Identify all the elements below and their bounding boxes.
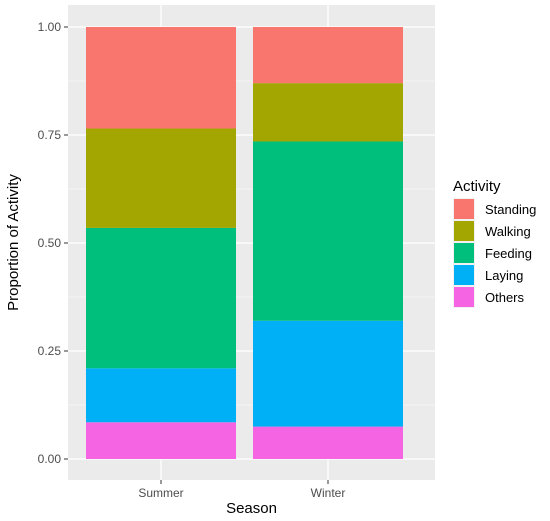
x-axis: Summer Winter: [138, 480, 345, 500]
y-axis-title: Proportion of Activity: [5, 174, 22, 311]
y-axis: 0.00 0.25 0.50 0.75 1.00: [38, 20, 68, 466]
y-tick-label: 0.75: [38, 128, 62, 142]
y-tick-label: 0.50: [38, 236, 62, 250]
y-tick-label: 0.25: [38, 344, 62, 358]
bar-winter-others: [253, 426, 403, 459]
legend-label-laying: Laying: [485, 268, 523, 283]
legend-swatch-walking: [454, 221, 474, 241]
y-tick-label: 0.00: [38, 452, 62, 466]
legend-label-walking: Walking: [485, 224, 531, 239]
x-tick-label: Summer: [138, 486, 183, 500]
legend-swatch-laying: [454, 265, 474, 285]
legend-swatch-others: [454, 287, 474, 307]
bar-summer-standing: [86, 27, 236, 129]
legend: Activity Standing Walking Feeding Laying Oth…: [453, 178, 536, 308]
bar-summer-feeding: [86, 227, 236, 369]
bars-layer: [86, 27, 403, 459]
bar-winter-walking: [253, 83, 403, 142]
bar-summer-walking: [86, 128, 236, 228]
bar-summer-others: [86, 422, 236, 459]
legend-label-standing: Standing: [485, 202, 536, 217]
bar-winter-feeding: [253, 141, 403, 321]
legend-swatch-feeding: [454, 243, 474, 263]
legend-label-others: Others: [485, 290, 525, 305]
legend-title: Activity: [453, 178, 501, 195]
legend-swatch-standing: [454, 199, 474, 219]
bar-winter-laying: [253, 320, 403, 427]
bar-summer-laying: [86, 368, 236, 423]
bar-winter-standing: [253, 27, 403, 84]
legend-label-feeding: Feeding: [485, 246, 532, 261]
y-tick-label: 1.00: [38, 20, 62, 34]
x-axis-title: Season: [226, 500, 277, 517]
x-tick-label: Winter: [311, 486, 346, 500]
